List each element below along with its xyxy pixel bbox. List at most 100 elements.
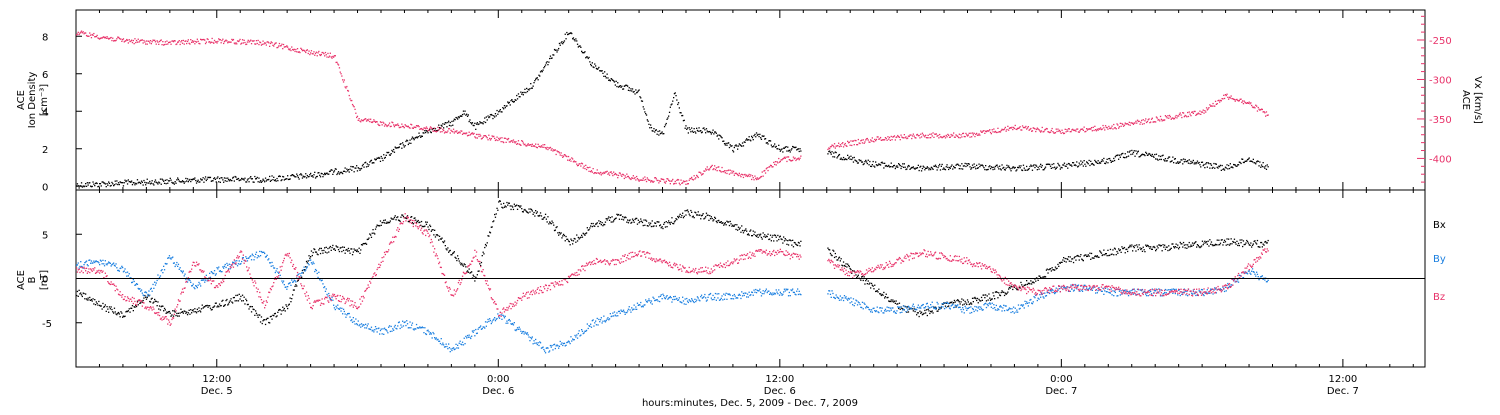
ion-density-point (426, 130, 428, 132)
bx-point (1170, 247, 1172, 249)
bx-point (993, 295, 995, 297)
vx-point (1227, 96, 1229, 98)
ion-density-point (547, 64, 549, 66)
ion-density-point (1212, 166, 1214, 169)
ion-density-point (227, 177, 229, 179)
ion-density-point (557, 49, 559, 51)
by-point (162, 272, 164, 274)
vx-point (1147, 119, 1149, 121)
bx-point (863, 276, 865, 278)
vx-point (1184, 114, 1186, 117)
by-point (167, 257, 169, 259)
ion-density-point (993, 166, 995, 168)
by-point (433, 333, 435, 335)
by-point (360, 326, 362, 328)
bx-point (659, 225, 661, 227)
by-point (149, 294, 151, 296)
ion-density-point (410, 142, 412, 144)
vx-point (1139, 123, 1141, 125)
bx-point (450, 254, 452, 256)
ion-density-point (1139, 155, 1141, 158)
ion-density-point (751, 135, 753, 137)
bx-point (781, 238, 783, 241)
ion-density-point (458, 117, 460, 119)
bx-point (381, 222, 383, 224)
ion-density-point (533, 82, 535, 84)
ion-density-point (720, 136, 722, 138)
ion-density-point (522, 94, 524, 96)
vx-point (1119, 122, 1121, 124)
ion-density-point (271, 175, 273, 177)
ion-density-point (499, 109, 501, 111)
vx-point (1262, 111, 1264, 113)
ion-density-point (96, 182, 98, 185)
by-point (353, 320, 355, 323)
bx-point (452, 252, 454, 254)
by-point (455, 343, 457, 345)
vx-point (833, 143, 836, 145)
by-point (652, 296, 654, 298)
vx-point (1206, 109, 1208, 111)
ion-density-point (859, 160, 861, 162)
ion-density-point (1054, 166, 1056, 168)
bx-point (352, 251, 354, 253)
by-point (425, 333, 427, 335)
vx-point (723, 171, 725, 173)
vx-point (986, 130, 988, 132)
ion-density-point (336, 173, 338, 176)
vx-point (539, 146, 542, 148)
ion-density-point (684, 127, 686, 129)
ion-density-point (362, 163, 364, 166)
ion-density-point (638, 89, 640, 91)
vx-point (1171, 117, 1173, 119)
ion-density-point (286, 178, 288, 180)
vx-point (655, 178, 657, 180)
bx-point (740, 231, 742, 233)
bx-point (608, 219, 611, 221)
bx-point (833, 250, 835, 252)
by-point (123, 270, 125, 272)
bx-point (718, 219, 720, 222)
bx-point (1160, 244, 1162, 247)
by-point (210, 271, 212, 273)
ion-density-point (653, 128, 655, 130)
vx-point (1071, 129, 1073, 131)
vx-point (1191, 111, 1193, 113)
ion-density-point (239, 179, 241, 181)
vx-point (585, 164, 587, 166)
bx-point (467, 271, 469, 273)
ion-density-point (131, 184, 134, 186)
vx-point (196, 38, 198, 40)
bx-point (907, 306, 909, 308)
by-point (76, 264, 78, 266)
vx-point (1027, 126, 1029, 128)
vx-point (217, 40, 219, 43)
vx-point (480, 138, 483, 140)
bx-point (625, 216, 627, 219)
bx-point (1096, 255, 1098, 257)
vx-point (1077, 131, 1080, 133)
bx-point (1155, 248, 1158, 251)
vx-point (953, 136, 956, 138)
bx-point (989, 297, 991, 299)
ion-density-point (87, 184, 89, 186)
vx-point (572, 158, 574, 160)
ion-density-point (1198, 161, 1200, 164)
bx-point (1232, 240, 1234, 243)
vx-point (850, 140, 852, 142)
bx-point (272, 314, 274, 316)
ion-density-point (445, 122, 447, 124)
by-point (599, 319, 602, 321)
vx-point (777, 162, 779, 164)
vx-point (172, 40, 174, 42)
ion-density-point (962, 168, 964, 170)
bx-point (198, 307, 200, 309)
by-point (528, 336, 530, 338)
ion-density-point (181, 181, 183, 183)
ion-density-point (637, 90, 639, 92)
bx-point (183, 310, 185, 312)
bx-point (448, 250, 451, 252)
vx-point (652, 181, 654, 183)
bx-point (558, 234, 560, 236)
ion-density-point (943, 168, 946, 170)
